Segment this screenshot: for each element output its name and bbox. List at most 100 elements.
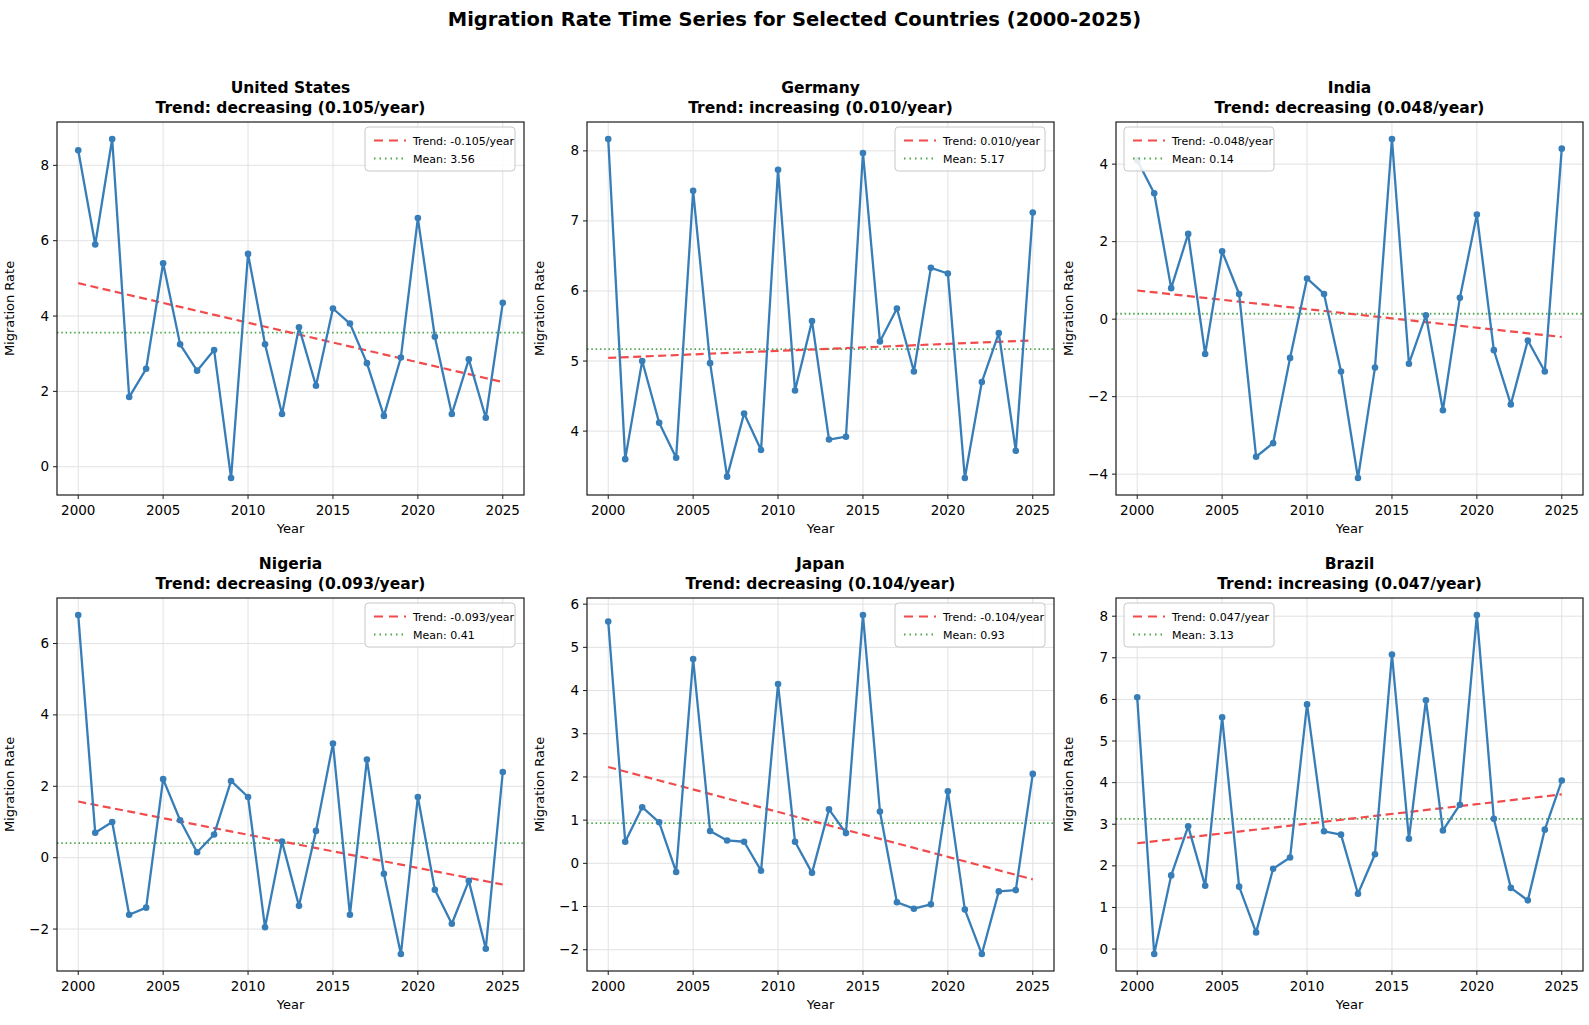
y-tick-label: 8 bbox=[1099, 608, 1108, 624]
series-line bbox=[78, 615, 503, 954]
x-tick-label: 2000 bbox=[1120, 502, 1154, 518]
plot-border bbox=[587, 598, 1054, 971]
series-point bbox=[279, 411, 286, 418]
y-tick-label: 6 bbox=[40, 232, 49, 248]
series-point bbox=[741, 838, 748, 845]
figure-title: Migration Rate Time Series for Selected … bbox=[0, 8, 1589, 31]
series-point bbox=[466, 356, 473, 363]
series-point bbox=[1321, 291, 1328, 298]
y-tick-label: 0 bbox=[40, 849, 49, 865]
series-point bbox=[1304, 275, 1311, 282]
y-tick-label: 6 bbox=[570, 596, 579, 612]
series-point bbox=[1372, 364, 1379, 371]
series-point bbox=[758, 447, 765, 454]
series-point bbox=[245, 794, 252, 801]
y-tick-label: −4 bbox=[1088, 466, 1108, 482]
series-point bbox=[690, 656, 697, 663]
series-point bbox=[1151, 951, 1158, 958]
x-tick-label: 2010 bbox=[1290, 502, 1324, 518]
y-axis-label: Migration Rate bbox=[2, 261, 17, 356]
y-tick-label: 5 bbox=[1099, 733, 1108, 749]
subplot-nigeria: NigeriaTrend: decreasing (0.093/year)200… bbox=[0, 536, 530, 1012]
y-tick-label: 0 bbox=[1099, 941, 1108, 957]
x-tick-label: 2020 bbox=[401, 978, 435, 994]
x-tick-label: 2015 bbox=[316, 502, 350, 518]
subplot-subtitle: Trend: increasing (0.010/year) bbox=[688, 99, 953, 117]
series-point bbox=[1236, 883, 1243, 890]
x-tick-label: 2000 bbox=[591, 978, 625, 994]
x-tick-label: 2005 bbox=[146, 502, 180, 518]
x-tick-label: 2010 bbox=[1290, 978, 1324, 994]
series-point bbox=[75, 147, 82, 154]
y-tick-label: 5 bbox=[570, 353, 579, 369]
plot-border bbox=[1116, 598, 1583, 971]
x-tick-label: 2000 bbox=[61, 978, 95, 994]
series-point bbox=[1304, 701, 1311, 708]
series-point bbox=[911, 905, 918, 912]
series-point bbox=[673, 869, 680, 876]
x-tick-label: 2020 bbox=[401, 502, 435, 518]
subplot-title: Nigeria bbox=[259, 555, 322, 573]
series-point bbox=[1321, 828, 1328, 835]
y-tick-label: 0 bbox=[1099, 311, 1108, 327]
subplot-title: United States bbox=[231, 79, 351, 97]
series-point bbox=[466, 878, 473, 885]
series-point bbox=[211, 347, 218, 354]
series-point bbox=[877, 808, 884, 815]
series-point bbox=[449, 920, 456, 927]
y-tick-label: 4 bbox=[570, 682, 579, 698]
x-tick-label: 2000 bbox=[591, 502, 625, 518]
series-point bbox=[211, 831, 218, 838]
series-point bbox=[996, 888, 1003, 895]
series-point bbox=[1423, 312, 1430, 319]
series-line bbox=[1137, 615, 1562, 954]
y-tick-label: 4 bbox=[40, 706, 49, 722]
subplot-united-states: United StatesTrend: decreasing (0.105/ye… bbox=[0, 60, 530, 536]
x-tick-label: 2010 bbox=[231, 978, 265, 994]
series-point bbox=[1134, 694, 1141, 701]
legend: Trend: -0.093/yearMean: 0.41 bbox=[365, 603, 515, 647]
series-point bbox=[1457, 295, 1464, 302]
y-tick-label: −2 bbox=[29, 921, 49, 937]
legend: Trend: 0.047/yearMean: 3.13 bbox=[1124, 603, 1274, 647]
series-point bbox=[843, 830, 850, 837]
y-axis-label: Migration Rate bbox=[1061, 737, 1076, 832]
series-point bbox=[707, 360, 714, 367]
y-tick-label: 4 bbox=[40, 308, 49, 324]
series-point bbox=[1372, 851, 1379, 858]
series-point bbox=[109, 819, 116, 826]
series-point bbox=[1202, 883, 1209, 890]
series-point bbox=[415, 794, 422, 801]
series-point bbox=[979, 951, 986, 958]
series-point bbox=[1406, 835, 1413, 842]
series-point bbox=[775, 166, 782, 173]
x-axis-label: Year bbox=[806, 997, 835, 1012]
series-point bbox=[499, 769, 506, 776]
series-point bbox=[1168, 872, 1175, 879]
subplot-subtitle: Trend: decreasing (0.104/year) bbox=[686, 575, 956, 593]
x-tick-label: 2005 bbox=[1205, 978, 1239, 994]
x-tick-label: 2020 bbox=[1460, 502, 1494, 518]
x-tick-label: 2005 bbox=[676, 502, 710, 518]
legend: Trend: -0.048/yearMean: 0.14 bbox=[1124, 127, 1274, 171]
series-point bbox=[109, 136, 116, 143]
x-tick-label: 2015 bbox=[846, 978, 880, 994]
series-point bbox=[1508, 401, 1515, 408]
series-point bbox=[126, 394, 133, 401]
series-point bbox=[1012, 887, 1019, 894]
x-axis-label: Year bbox=[1335, 997, 1364, 1012]
series-point bbox=[1541, 826, 1548, 833]
x-axis-label: Year bbox=[276, 521, 305, 536]
x-axis-label: Year bbox=[276, 997, 305, 1012]
series-point bbox=[622, 456, 629, 463]
series-point bbox=[1406, 360, 1413, 367]
series-point bbox=[1253, 929, 1260, 936]
series-point bbox=[1270, 865, 1277, 872]
series-point bbox=[262, 924, 269, 931]
series-point bbox=[996, 330, 1003, 337]
y-tick-label: 0 bbox=[570, 855, 579, 871]
y-tick-label: 2 bbox=[1099, 233, 1108, 249]
series-point bbox=[1029, 209, 1036, 216]
legend-mean-label: Mean: 0.93 bbox=[943, 629, 1005, 642]
series-point bbox=[1423, 697, 1430, 704]
